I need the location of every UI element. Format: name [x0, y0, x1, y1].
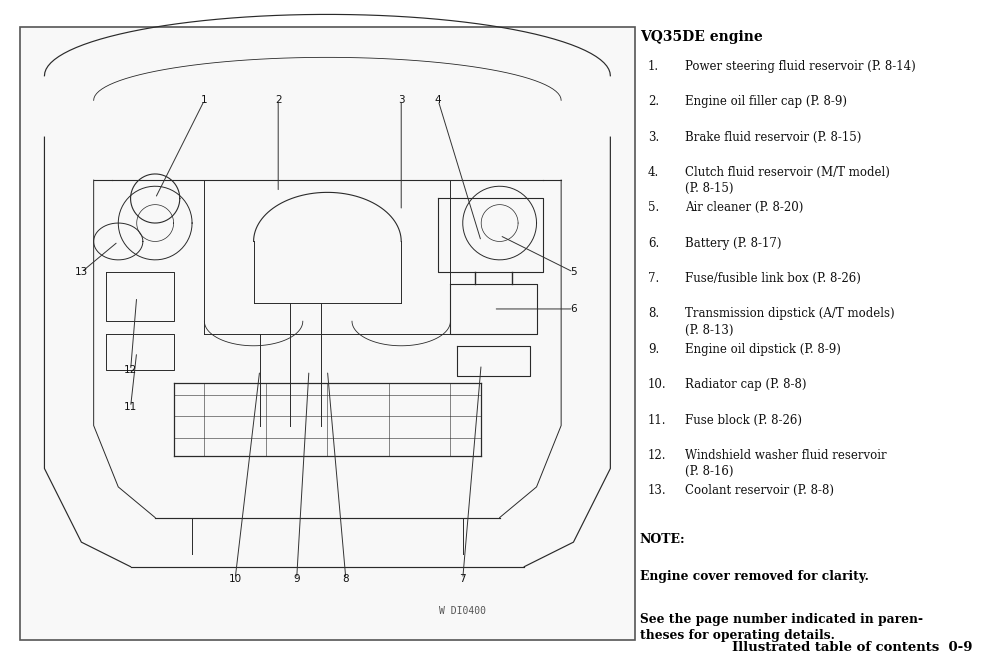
- Text: Illustrated table of contents  0-9: Illustrated table of contents 0-9: [732, 641, 972, 654]
- Text: Engine cover removed for clarity.: Engine cover removed for clarity.: [640, 570, 869, 582]
- Text: 1.: 1.: [648, 60, 659, 73]
- Text: 7.: 7.: [648, 272, 659, 285]
- Text: 5: 5: [570, 267, 577, 277]
- Text: 6.: 6.: [648, 237, 659, 249]
- Text: 3.: 3.: [648, 131, 659, 143]
- Text: Radiator cap (P. 8-8): Radiator cap (P. 8-8): [685, 378, 806, 391]
- Text: 4.: 4.: [648, 166, 659, 179]
- Text: VQ35DE engine: VQ35DE engine: [640, 30, 763, 44]
- Text: Power steering fluid reservoir (P. 8-14): Power steering fluid reservoir (P. 8-14): [685, 60, 915, 73]
- Text: Battery (P. 8-17): Battery (P. 8-17): [685, 237, 781, 249]
- Text: 4: 4: [435, 95, 441, 105]
- Text: 10.: 10.: [648, 378, 666, 391]
- Text: 13: 13: [75, 267, 88, 277]
- Text: Air cleaner (P. 8-20): Air cleaner (P. 8-20): [685, 201, 803, 214]
- Text: Engine oil dipstick (P. 8-9): Engine oil dipstick (P. 8-9): [685, 343, 840, 356]
- Text: 13.: 13.: [648, 484, 666, 497]
- FancyBboxPatch shape: [20, 27, 635, 640]
- Text: 8: 8: [343, 574, 349, 584]
- Text: 6: 6: [570, 304, 577, 314]
- Text: Coolant reservoir (P. 8-8): Coolant reservoir (P. 8-8): [685, 484, 834, 497]
- Text: 12.: 12.: [648, 449, 666, 462]
- Text: 9.: 9.: [648, 343, 659, 356]
- Text: W DI0400: W DI0400: [439, 606, 486, 616]
- Text: 12: 12: [124, 366, 137, 376]
- Text: See the page number indicated in paren-
theses for operating details.: See the page number indicated in paren- …: [640, 613, 923, 642]
- Text: Transmission dipstick (A/T models)
(P. 8-13): Transmission dipstick (A/T models) (P. 8…: [685, 307, 894, 336]
- Text: 7: 7: [459, 574, 466, 584]
- Text: 10: 10: [229, 574, 242, 584]
- Text: Brake fluid reservoir (P. 8-15): Brake fluid reservoir (P. 8-15): [685, 131, 861, 143]
- Text: 8.: 8.: [648, 307, 659, 320]
- Text: 2.: 2.: [648, 95, 659, 108]
- Text: NOTE:: NOTE:: [640, 533, 686, 546]
- Text: 1: 1: [201, 95, 208, 105]
- Text: 5.: 5.: [648, 201, 659, 214]
- Text: 3: 3: [398, 95, 405, 105]
- Text: 2: 2: [275, 95, 282, 105]
- Text: 9: 9: [293, 574, 300, 584]
- Text: Fuse/fusible link box (P. 8-26): Fuse/fusible link box (P. 8-26): [685, 272, 860, 285]
- Text: 11.: 11.: [648, 414, 666, 426]
- Text: 11: 11: [124, 402, 137, 412]
- Text: Windshield washer fluid reservoir
(P. 8-16): Windshield washer fluid reservoir (P. 8-…: [685, 449, 886, 478]
- Text: Engine oil filler cap (P. 8-9): Engine oil filler cap (P. 8-9): [685, 95, 847, 108]
- Text: Clutch fluid reservoir (M/T model)
(P. 8-15): Clutch fluid reservoir (M/T model) (P. 8…: [685, 166, 889, 195]
- Text: Fuse block (P. 8-26): Fuse block (P. 8-26): [685, 414, 802, 426]
